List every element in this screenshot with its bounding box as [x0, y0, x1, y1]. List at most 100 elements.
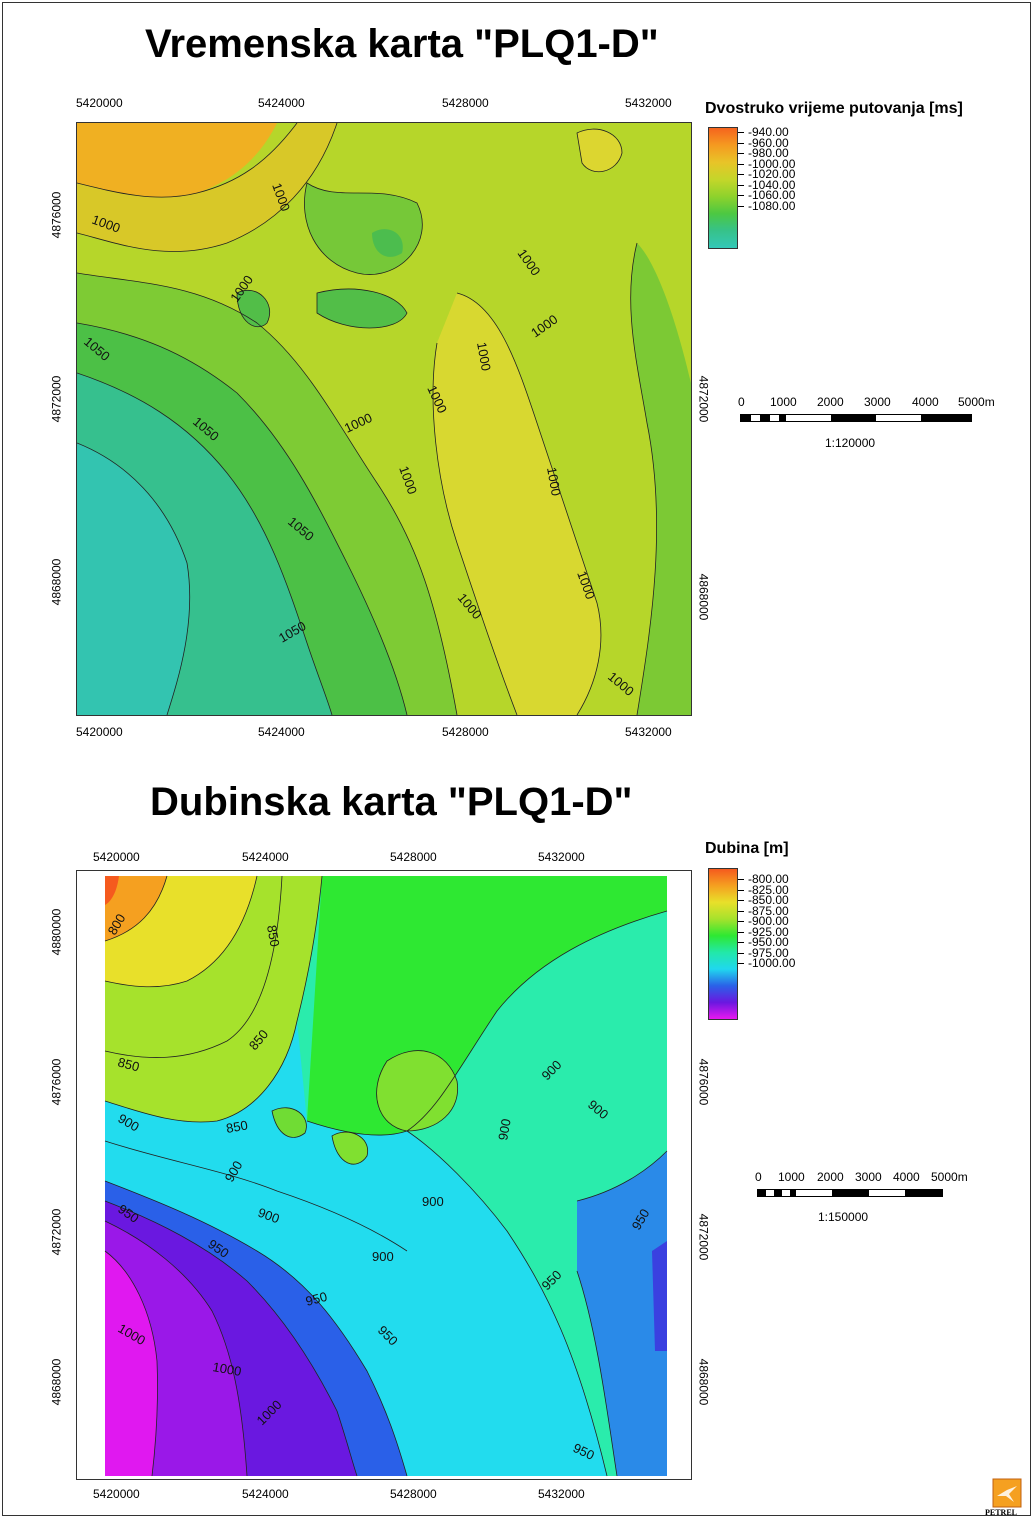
time-scale-label: 4000 [912, 395, 939, 409]
depth-legend-value: -825.00 [737, 884, 795, 895]
time-legend-title: Dvostruko vrijeme putovanja [ms] [705, 100, 963, 117]
map2-bottom-x-tick: 5428000 [390, 1487, 437, 1501]
depth-legend-value: -1000.00 [737, 957, 795, 969]
time-map-title: Vremenska karta "PLQ1-D" [145, 22, 659, 66]
depth-scale-label: 4000 [893, 1170, 920, 1184]
map1-left-y-tick: 4872000 [49, 375, 64, 423]
time-map-ridge [433, 293, 601, 715]
time-legend-labels: -940.00 -960.00 -980.00 -1000.00 -1020.0… [737, 126, 795, 211]
contour-label: 1000 [544, 466, 564, 497]
time-scale-ratio: 1:120000 [825, 436, 876, 450]
map2-left-y-tick: 4868000 [49, 1358, 64, 1406]
depth-legend-value: -850.00 [737, 894, 795, 906]
map2-left-y-tick: 4880000 [49, 908, 64, 956]
depth-map-zone [652, 1241, 667, 1351]
depth-map-svg: 800 850 850 850 850 900 900 900 900 900 … [104, 875, 668, 1477]
time-map-basin [237, 290, 270, 327]
contour-label: 900 [372, 1249, 394, 1264]
time-map-zone [77, 123, 337, 252]
time-legend-value: -1040.00 [737, 179, 795, 190]
time-scale-label: 5000m [958, 395, 995, 409]
depth-scale-bar [757, 1189, 943, 1197]
map2-bottom-x-tick: 5420000 [93, 1487, 140, 1501]
time-scale-label: 0 [738, 395, 745, 409]
time-map-contours [77, 123, 658, 715]
map2-right-y-tick: 4876000 [696, 1058, 711, 1106]
map1-top-x-tick: 5428000 [442, 96, 489, 110]
contour-label: 850 [225, 1117, 249, 1136]
time-legend-value: -1000.00 [737, 158, 795, 169]
map1-right-y-tick: 4868000 [696, 573, 711, 621]
time-map-basin [372, 229, 403, 257]
time-map-zone [630, 243, 691, 715]
time-scale-label: 2000 [817, 395, 844, 409]
depth-scale-label: 5000m [931, 1170, 968, 1184]
contour-label: 850 [116, 1054, 141, 1074]
map2-right-y-tick: 4868000 [696, 1358, 711, 1406]
contour-label: 900 [422, 1194, 444, 1209]
map2-top-x-tick: 5420000 [93, 850, 140, 864]
depth-legend-labels: -800.00 -825.00 -850.00 -875.00 -900.00 … [737, 873, 795, 969]
depth-legend-value: -975.00 [737, 947, 795, 958]
depth-map-zone [105, 876, 167, 941]
map2-top-x-tick: 5432000 [538, 850, 585, 864]
depth-legend-value: -900.00 [737, 915, 795, 927]
contour-label: 1000 [474, 341, 494, 372]
map2-right-y-tick: 4872000 [696, 1213, 711, 1261]
time-map-svg: 1000 1000 1000 1000 1000 1000 1000 1000 … [77, 123, 691, 715]
map1-left-y-tick: 4876000 [49, 191, 64, 239]
contour-label: 1000 [211, 1359, 242, 1379]
time-legend-value: -940.00 [737, 126, 795, 138]
depth-scale-label: 2000 [817, 1170, 844, 1184]
time-legend-value: -1020.00 [737, 168, 795, 180]
petrel-logo [992, 1478, 1022, 1508]
map1-bottom-x-tick: 5420000 [76, 725, 123, 739]
map1-bottom-x-tick: 5424000 [258, 725, 305, 739]
depth-legend-value: -950.00 [737, 936, 795, 948]
contour-label: 900 [256, 1205, 282, 1227]
depth-map-title: Dubinska karta "PLQ1-D" [150, 780, 633, 824]
map1-bottom-x-tick: 5428000 [442, 725, 489, 739]
contour-label: 900 [495, 1118, 514, 1142]
time-scale-label: 3000 [864, 395, 891, 409]
map1-top-x-tick: 5424000 [258, 96, 305, 110]
map2-top-x-tick: 5424000 [242, 850, 289, 864]
map1-right-y-tick: 4872000 [696, 375, 711, 423]
depth-map-plot: 800 850 850 850 850 900 900 900 900 900 … [76, 870, 692, 1480]
depth-map-contours [104, 875, 668, 1477]
depth-map-zone [577, 1151, 667, 1476]
time-map-plot: 1000 1000 1000 1000 1000 1000 1000 1000 … [76, 122, 692, 716]
time-scale-bar [740, 414, 972, 422]
map2-left-y-tick: 4872000 [49, 1208, 64, 1256]
petrel-logo-icon [992, 1478, 1022, 1508]
time-legend-value: -960.00 [737, 137, 795, 148]
time-legend-value: -1080.00 [737, 200, 795, 211]
depth-legend-value: -925.00 [737, 926, 795, 937]
depth-legend-value: -875.00 [737, 905, 795, 916]
contour-label: 850 [264, 924, 283, 948]
time-scale-label: 1000 [770, 395, 797, 409]
depth-scale-label: 3000 [855, 1170, 882, 1184]
depth-scale-ratio: 1:150000 [818, 1210, 869, 1224]
depth-legend-color-bar [708, 868, 738, 1020]
contour-label: 950 [304, 1289, 329, 1309]
map1-left-y-tick: 4868000 [49, 558, 64, 606]
map1-top-x-tick: 5432000 [625, 96, 672, 110]
map1-top-x-tick: 5420000 [76, 96, 123, 110]
depth-scale-label: 0 [755, 1170, 762, 1184]
depth-map-high [332, 1132, 368, 1165]
depth-legend-title: Dubina [m] [705, 840, 789, 857]
map2-left-y-tick: 4876000 [49, 1058, 64, 1106]
map1-bottom-x-tick: 5432000 [625, 725, 672, 739]
depth-map-high [272, 1107, 307, 1138]
time-legend-value: -980.00 [737, 147, 795, 159]
map2-bottom-x-tick: 5424000 [242, 1487, 289, 1501]
map2-bottom-x-tick: 5432000 [538, 1487, 585, 1501]
depth-map-high [376, 1050, 458, 1131]
depth-map-max [105, 876, 119, 905]
depth-scale-label: 1000 [778, 1170, 805, 1184]
time-map-high-zone [77, 123, 277, 198]
petrel-logo-text: PETREL [985, 1508, 1018, 1517]
time-legend-value: -1060.00 [737, 189, 795, 201]
